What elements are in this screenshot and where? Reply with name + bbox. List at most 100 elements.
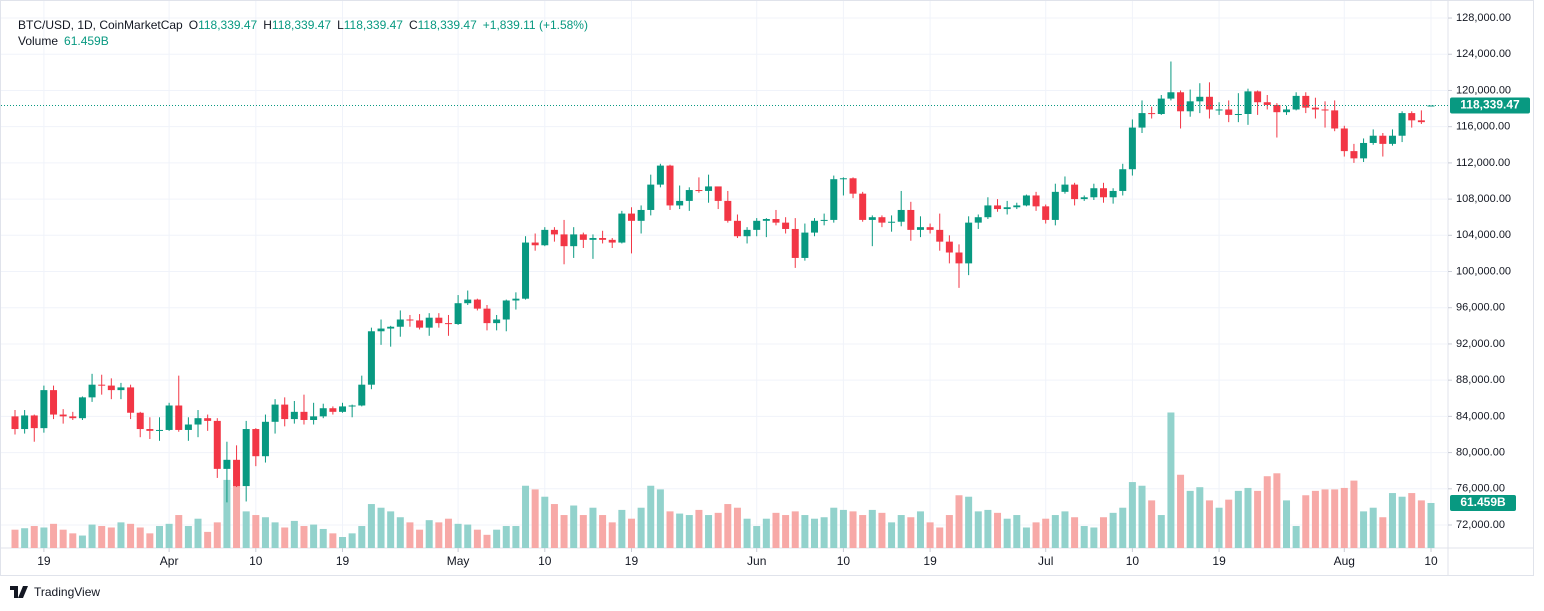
- volume-bar: [377, 507, 385, 548]
- candle-body: [252, 429, 260, 457]
- candle-body: [127, 387, 135, 413]
- candle-body: [261, 421, 269, 457]
- volume-value: 61.459B: [64, 34, 109, 48]
- volume-bar: [984, 509, 992, 548]
- candle-body: [1379, 135, 1387, 144]
- y-tick-label: 112,000.00: [1456, 157, 1510, 169]
- volume-bar: [107, 527, 115, 548]
- candle-body: [772, 219, 780, 223]
- candle-body: [782, 222, 790, 229]
- candle-body: [801, 232, 809, 258]
- x-tick-label: 19: [923, 554, 937, 568]
- volume-bar: [117, 522, 125, 548]
- y-tick-label: 92,000.00: [1456, 338, 1505, 350]
- candle-body: [483, 308, 491, 324]
- x-tick-label: Aug: [1334, 554, 1355, 568]
- volume-bar: [811, 518, 819, 548]
- volume-bar: [1340, 487, 1348, 548]
- x-tick-label: 19: [336, 554, 350, 568]
- y-tick-label: 116,000.00: [1456, 121, 1510, 133]
- volume-bar: [175, 515, 183, 548]
- y-tick-label: 128,000.00: [1456, 12, 1511, 24]
- candle-body: [1273, 104, 1281, 113]
- volume-bar: [1061, 511, 1069, 548]
- x-tick-label: May: [447, 554, 470, 568]
- candle-body: [165, 405, 173, 430]
- volume-bar: [888, 522, 896, 548]
- candle-body: [1167, 92, 1175, 99]
- candle-body: [1388, 135, 1396, 144]
- candle-body: [377, 328, 385, 332]
- candle-body: [984, 205, 992, 218]
- candle-body: [1234, 113, 1242, 115]
- volume-bar: [868, 509, 876, 548]
- y-tick-label: 120,000.00: [1456, 84, 1511, 96]
- volume-bar: [30, 526, 38, 548]
- candle-body: [859, 193, 867, 220]
- candle-body: [213, 420, 221, 469]
- candle-body: [1157, 98, 1165, 114]
- candle-body: [994, 205, 1002, 210]
- volume-bar: [974, 511, 982, 548]
- candle-body: [878, 217, 886, 223]
- x-tick-label: Jun: [747, 554, 766, 568]
- candle-body: [1186, 101, 1194, 112]
- candle-body: [464, 299, 472, 304]
- candle-body: [1311, 107, 1319, 110]
- candle-body: [1321, 109, 1329, 111]
- grid: [1, 1, 1448, 548]
- volume-bar: [1003, 518, 1011, 548]
- candle-body: [724, 200, 732, 221]
- volume-bar: [1215, 507, 1223, 548]
- candle-body: [1119, 169, 1127, 191]
- volume-bar: [916, 511, 924, 548]
- candle-body: [310, 416, 318, 420]
- x-tick-label: 19: [1212, 554, 1226, 568]
- candle-body: [175, 405, 183, 430]
- volume-bar: [204, 531, 212, 548]
- x-tick-label: 10: [1126, 554, 1140, 568]
- volume-bar: [165, 523, 173, 548]
- volume-bar: [1273, 473, 1281, 548]
- volume-bar: [666, 511, 674, 548]
- volume-bar: [570, 505, 578, 548]
- candle-body: [358, 384, 366, 406]
- volume-bar: [396, 517, 404, 548]
- volume-bar: [830, 507, 838, 548]
- candle-body: [416, 320, 424, 328]
- candle-body: [1061, 184, 1069, 192]
- legend-header: BTC/USD, 1D, CoinMarketCap O118,339.47 H11…: [18, 17, 588, 34]
- volume-bar: [1205, 500, 1213, 548]
- ohlc-value: 118,339.47: [198, 18, 258, 32]
- volume-bar: [859, 515, 867, 548]
- volume-bar: [936, 527, 944, 548]
- candle-body: [733, 220, 741, 237]
- candle-body: [339, 406, 347, 412]
- volume-bar: [242, 511, 250, 548]
- candle-body: [1032, 195, 1040, 207]
- candle-body: [1369, 135, 1377, 143]
- candle-body: [936, 229, 944, 242]
- ohlc-key: O: [188, 18, 199, 32]
- volume-bar: [1032, 522, 1040, 548]
- volume-bar: [1292, 526, 1300, 548]
- candle-body: [1090, 188, 1098, 198]
- volume-bar: [733, 507, 741, 548]
- candle-body: [1417, 120, 1425, 123]
- candle-body: [666, 165, 674, 206]
- candle-body: [1244, 91, 1252, 114]
- volume-bar: [762, 518, 770, 548]
- volume-bar: [1331, 489, 1339, 548]
- volume-bar: [358, 526, 366, 548]
- volume-bar: [589, 507, 597, 548]
- x-tick-label: 10: [538, 554, 552, 568]
- candle-body: [945, 241, 953, 253]
- volume-bar: [348, 533, 356, 548]
- volume-bar: [1427, 502, 1435, 548]
- volume-bar: [522, 485, 530, 548]
- volume-bar: [676, 513, 684, 548]
- volume-bar: [1379, 517, 1387, 548]
- candle-body: [839, 178, 847, 180]
- volume-bar: [406, 522, 414, 548]
